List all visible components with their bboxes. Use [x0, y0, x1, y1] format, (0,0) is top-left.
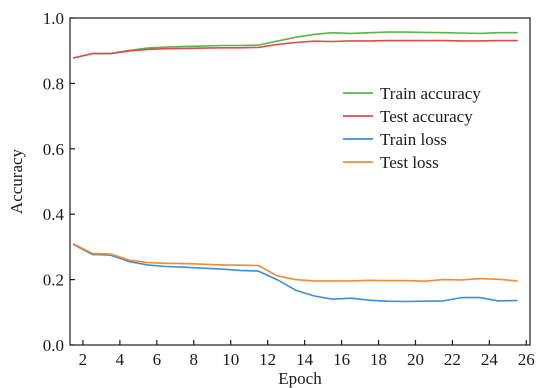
y-tick-label: 0.4 — [43, 205, 65, 224]
plot-area — [69, 17, 531, 346]
legend-label: Test loss — [380, 153, 439, 172]
legend: Train accuracy Test accuracy Train loss Tes… — [343, 84, 481, 172]
y-tick-label: 0.0 — [43, 336, 64, 355]
x-tick-label: 18 — [370, 350, 387, 369]
x-tick-label: 14 — [296, 350, 314, 369]
series-line-train-accuracy — [72, 31, 518, 59]
y-tick-label: 0.2 — [43, 271, 64, 290]
x-tick-label: 24 — [481, 350, 499, 369]
series-line-train-loss — [72, 243, 518, 303]
legend-label: Test accuracy — [380, 107, 473, 126]
x-tick-label: 4 — [116, 350, 125, 369]
x-tick-label: 6 — [153, 350, 162, 369]
plot-frame — [69, 17, 531, 346]
x-tick-label: 26 — [518, 350, 535, 369]
y-axis-label: Accuracy — [7, 148, 26, 214]
legend-label: Train accuracy — [380, 84, 481, 103]
legend-label: Train loss — [380, 130, 447, 149]
series-line-test-accuracy — [72, 39, 518, 59]
y-tick-label: 1.0 — [43, 9, 64, 28]
y-tick-label: 0.6 — [43, 140, 64, 159]
x-tick-label: 20 — [407, 350, 424, 369]
axes-layer: 2 4 6 8 10 12 14 16 18 20 22 24 260.00.20.40.60.81.0 — [43, 9, 535, 369]
x-tick-label: 2 — [79, 350, 88, 369]
x-tick-label: 22 — [444, 350, 461, 369]
x-tick-label: 12 — [259, 350, 276, 369]
series-layer — [72, 31, 518, 303]
x-tick-label: 16 — [333, 350, 350, 369]
x-tick-label: 8 — [190, 350, 199, 369]
series-line-test-loss — [72, 243, 518, 283]
x-tick-label: 10 — [222, 350, 239, 369]
x-axis-label: Epoch — [278, 369, 322, 388]
y-tick-label: 0.8 — [43, 74, 64, 93]
